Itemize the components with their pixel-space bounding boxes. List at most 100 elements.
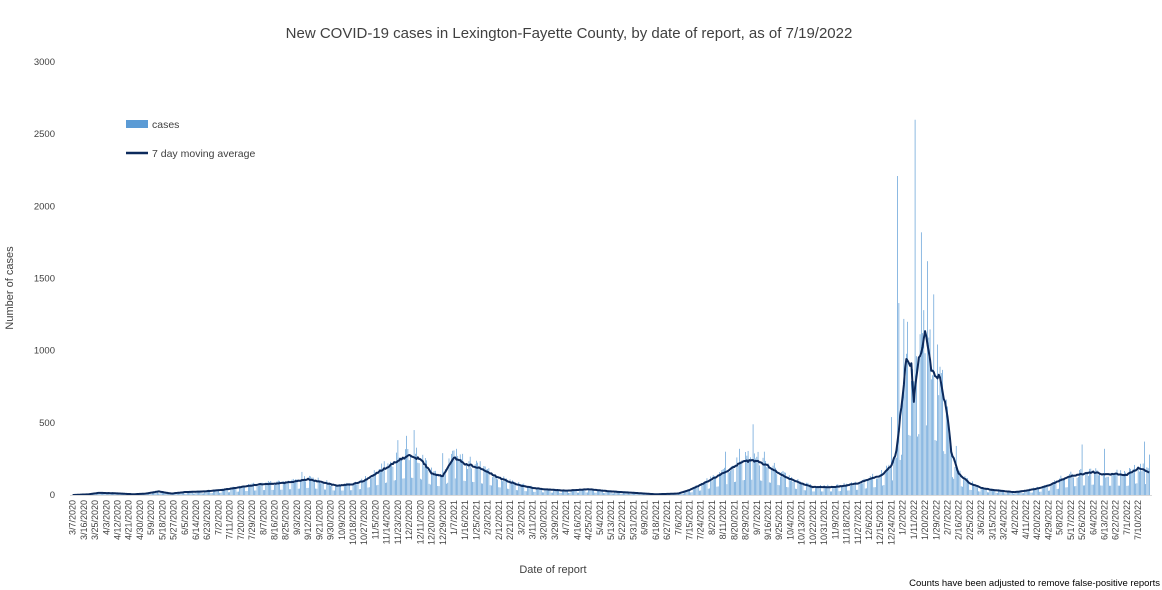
case-bar: [300, 479, 302, 495]
case-bar: [1147, 468, 1149, 495]
case-bar: [114, 494, 116, 495]
case-bar: [180, 492, 182, 495]
case-bar: [603, 493, 604, 495]
case-bar: [504, 479, 506, 495]
y-tick-label: 1000: [34, 346, 55, 357]
case-bar: [780, 476, 781, 495]
case-bar: [1050, 486, 1052, 495]
x-tick-label: 10/13/2021: [797, 500, 807, 545]
case-bar: [1005, 493, 1007, 495]
case-bar: [999, 489, 1001, 495]
case-bar: [554, 488, 556, 495]
x-tick-label: 7/24/2021: [696, 500, 706, 540]
case-bar: [964, 476, 966, 495]
case-bar: [105, 494, 107, 495]
case-bar: [309, 475, 310, 495]
case-bar: [1141, 471, 1143, 495]
case-bar: [1065, 487, 1067, 495]
case-bar: [1030, 492, 1032, 495]
case-bar: [1045, 485, 1047, 495]
case-bar: [1006, 491, 1008, 495]
legend-bar-swatch: [126, 120, 148, 128]
case-bar: [904, 373, 906, 495]
case-bar: [674, 494, 675, 495]
case-bar: [881, 469, 882, 495]
case-bar: [558, 490, 560, 495]
case-bar: [734, 482, 735, 495]
case-bar: [1078, 476, 1079, 495]
case-bar: [168, 494, 169, 495]
case-bar: [381, 463, 383, 495]
case-bar: [917, 436, 918, 495]
y-axis-label: Number of cases: [4, 246, 16, 330]
case-bar: [689, 490, 690, 495]
case-bar: [305, 481, 307, 495]
case-bar: [315, 488, 316, 495]
case-bar: [366, 479, 368, 495]
case-bar: [599, 490, 601, 495]
case-bar: [559, 492, 561, 495]
x-tick-label: 1/7/2021: [449, 500, 459, 535]
case-bar: [221, 488, 223, 495]
case-bar: [932, 375, 933, 495]
case-bar: [1080, 468, 1082, 495]
case-bar: [208, 490, 209, 495]
x-tick-label: 7/11/2020: [225, 500, 235, 539]
x-tick-label: 1/2/2022: [898, 500, 908, 535]
x-tick-label: 6/13/2022: [1100, 500, 1110, 540]
case-bar: [407, 448, 409, 495]
x-tick-label: 5/31/2021: [628, 500, 638, 540]
case-bar: [286, 483, 288, 495]
case-bar: [832, 487, 834, 495]
case-bar: [1034, 488, 1036, 495]
case-bar: [393, 480, 395, 495]
case-bar: [762, 457, 764, 495]
case-bar: [717, 486, 719, 495]
case-bar: [826, 486, 827, 495]
case-bar: [725, 451, 726, 495]
case-bar: [459, 454, 461, 495]
case-bar: [157, 491, 158, 495]
case-bar: [874, 487, 876, 495]
case-bar: [856, 489, 857, 495]
case-bar: [515, 490, 517, 495]
case-bar: [1137, 466, 1139, 495]
case-bar: [751, 479, 753, 495]
y-ticks: 0 500 1000 1500 2000 2500 3000: [34, 57, 55, 501]
case-bar: [929, 329, 931, 495]
case-bar: [115, 494, 117, 495]
case-bar: [193, 493, 194, 495]
case-bar: [805, 490, 806, 495]
case-bar: [768, 482, 770, 495]
case-bar: [906, 353, 907, 495]
case-bar: [785, 472, 786, 495]
case-bar: [721, 470, 723, 495]
case-bar: [267, 480, 269, 495]
x-tick-label: 6/9/2021: [640, 500, 650, 535]
case-bar: [838, 491, 840, 495]
case-bar: [484, 466, 486, 495]
case-bar: [817, 486, 819, 495]
case-bar: [588, 488, 589, 495]
case-bar: [549, 490, 551, 495]
x-tick-label: 7/2/2020: [213, 500, 223, 535]
case-bar: [1101, 485, 1103, 495]
case-bar: [452, 450, 454, 495]
case-bar: [574, 490, 576, 495]
case-bar: [250, 484, 252, 495]
case-bar: [159, 493, 161, 495]
x-tick-label: 12/24/2021: [886, 500, 896, 545]
case-bar: [1085, 474, 1087, 495]
case-bar: [758, 465, 760, 495]
case-bar: [831, 491, 832, 495]
case-bar: [583, 489, 584, 495]
case-bar: [487, 469, 488, 495]
case-bar: [162, 492, 163, 495]
case-bar: [696, 486, 698, 495]
case-bar: [902, 395, 903, 495]
case-bar: [226, 489, 228, 495]
case-bar: [282, 481, 284, 495]
x-tick-label: 7/1/2022: [1122, 500, 1132, 535]
case-bar: [355, 481, 356, 495]
case-bar: [988, 492, 989, 495]
